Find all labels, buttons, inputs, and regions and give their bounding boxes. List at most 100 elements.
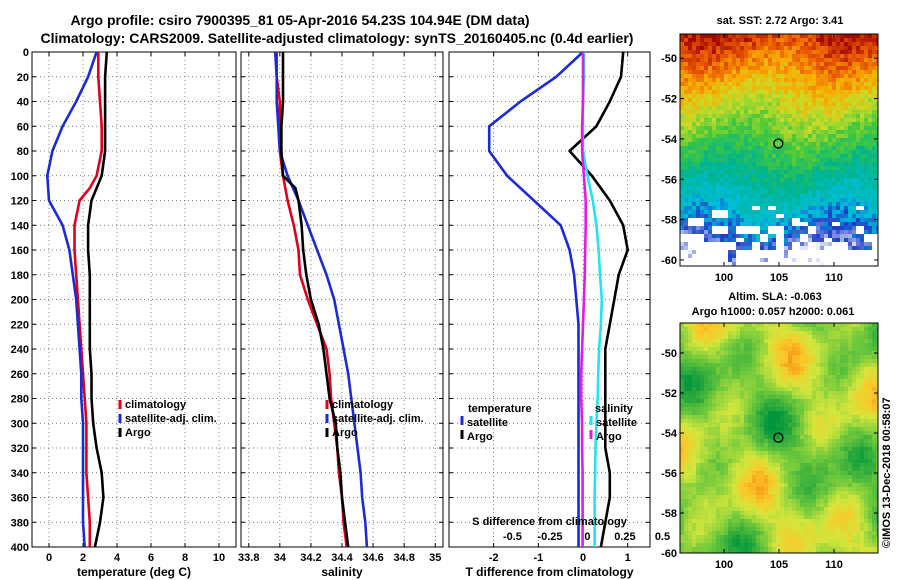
credit-text: ©IMOS 13-Dec-2018 00:58:07 xyxy=(881,397,893,548)
y-tick-label: 360 xyxy=(11,493,29,505)
sst-raster xyxy=(680,34,878,266)
legend-title-salinity: salinity xyxy=(595,403,634,415)
y-tick-label: 20 xyxy=(17,72,29,84)
series-line-argo xyxy=(280,52,350,548)
x-tick-label: 1 xyxy=(625,552,631,564)
x-tick-label: 34 xyxy=(274,552,287,564)
argo-location-marker xyxy=(773,138,784,149)
legend-label: Argo xyxy=(596,431,622,443)
map-y-tick-label: -54 xyxy=(661,428,678,440)
argo-location-marker xyxy=(773,432,784,443)
x-tick-label: 10 xyxy=(213,552,225,564)
sst-map-title: sat. SST: 2.72 Argo: 3.41 xyxy=(717,15,844,27)
x-tick-label: 0 xyxy=(580,552,586,564)
x-tick-label: 34.6 xyxy=(362,552,383,564)
map-x-tick-label: 100 xyxy=(715,272,733,284)
map-y-tick-label: -56 xyxy=(661,468,677,480)
y-tick-label: 80 xyxy=(17,146,29,158)
x-tick-label: 2 xyxy=(80,552,86,564)
secondary-tick-label: -0.5 xyxy=(503,531,522,543)
legend-label: climatology xyxy=(125,399,187,411)
legend-label: satellite-adj. clim. xyxy=(332,413,424,425)
y-tick-label: 320 xyxy=(11,443,29,455)
map-x-tick-label: 110 xyxy=(825,272,843,284)
x-axis-label: salinity xyxy=(321,565,363,579)
x-tick-label: 34.2 xyxy=(300,552,321,564)
sla-map-subtitle: Argo h1000: 0.057 h2000: 0.061 xyxy=(692,306,855,318)
x-tick-label: 34.4 xyxy=(331,552,353,564)
map-y-tick-label: -54 xyxy=(661,134,678,146)
legend-label: satellite-adj. clim. xyxy=(125,413,217,425)
y-tick-label: 260 xyxy=(11,369,29,381)
y-tick-label: 140 xyxy=(11,220,29,232)
map-x-tick-label: 110 xyxy=(825,559,843,571)
y-tick-label: 160 xyxy=(11,245,29,257)
secondary-tick-label: 0 xyxy=(584,531,590,543)
map-y-tick-label: -58 xyxy=(661,215,677,227)
series-line-climatology xyxy=(73,52,103,547)
secondary-tick-label: 0.25 xyxy=(614,531,635,543)
series-line-argo xyxy=(86,51,109,548)
map-y-tick-label: -58 xyxy=(661,508,677,520)
map-y-tick-label: -52 xyxy=(661,94,677,106)
sla-map-panel: Altim. SLA: -0.063 Argo h1000: 0.057 h200… xyxy=(661,291,893,571)
legend-label: Argo xyxy=(125,427,151,439)
x-tick-label: 33.8 xyxy=(238,552,259,564)
y-tick-label: 380 xyxy=(11,517,29,529)
y-tick-label: 220 xyxy=(11,319,29,331)
map-y-tick-label: -60 xyxy=(661,548,677,560)
y-tick-label: 0 xyxy=(23,47,29,59)
legend-label: Argo xyxy=(467,431,493,443)
y-tick-label: 300 xyxy=(11,418,29,430)
figure-title-line2: Climatology: CARS2009. Satellite-adjuste… xyxy=(41,30,634,46)
sla-map-title: Altim. SLA: -0.063 xyxy=(728,291,822,303)
y-tick-label: 200 xyxy=(11,295,29,307)
figure-title-line1: Argo profile: csiro 7900395_81 05-Apr-20… xyxy=(70,12,529,28)
x-tick-label: -1 xyxy=(533,552,543,564)
map-y-tick-label: -50 xyxy=(661,53,677,65)
secondary-tick-label: 0.5 xyxy=(655,531,670,543)
salinity-panel: 33.8 34 34.2 34.4 34.6 34.8 35 salinity climatol… xyxy=(238,51,444,579)
x-tick-label: 8 xyxy=(182,552,188,564)
y-tick-label: 60 xyxy=(17,121,29,133)
temperature-panel: 0204060801001201401601802002202402602803… xyxy=(11,47,237,579)
x-tick-label: 0 xyxy=(46,552,52,564)
map-y-tick-label: -60 xyxy=(661,255,677,267)
legend-label: satellite xyxy=(467,417,508,429)
y-tick-label: 240 xyxy=(11,344,29,356)
series-line-salinity-argo xyxy=(579,52,588,547)
x-tick-label: -2 xyxy=(489,552,499,564)
map-y-tick-label: -52 xyxy=(661,388,677,400)
y-tick-label: 280 xyxy=(11,394,29,406)
map-y-tick-label: -50 xyxy=(661,348,677,360)
sst-map-panel: sat. SST: 2.72 Argo: 3.41 -50 -52 -54 -56 -58… xyxy=(661,15,879,284)
map-x-tick-label: 105 xyxy=(770,559,788,571)
x-tick-label: 4 xyxy=(114,552,121,564)
x-tick-label: 35 xyxy=(429,552,441,564)
map-y-tick-label: -56 xyxy=(661,174,677,186)
series-line-satellite-adj-clim- xyxy=(273,51,369,548)
difference-panel: -2 -1 0 1T difference from climatology tempe… xyxy=(448,51,670,579)
map-x-tick-label: 100 xyxy=(715,559,733,571)
series-line-satellite-adj-clim- xyxy=(45,51,98,548)
sla-raster xyxy=(680,323,878,553)
x-tick-label: 34.8 xyxy=(393,552,414,564)
legend-label: satellite xyxy=(596,417,637,429)
secondary-axis-label: S difference from climatology xyxy=(472,516,628,528)
y-tick-label: 400 xyxy=(11,542,29,554)
map-x-tick-label: 105 xyxy=(770,272,788,284)
secondary-tick-label: -0.25 xyxy=(537,531,562,543)
series-line-temperature-argo xyxy=(568,51,630,548)
y-tick-label: 340 xyxy=(11,468,29,480)
y-tick-label: 100 xyxy=(11,171,29,183)
y-tick-label: 40 xyxy=(17,97,29,109)
legend-label: Argo xyxy=(332,427,358,439)
x-tick-label: 6 xyxy=(148,552,154,564)
series-line-temperature-satellite xyxy=(487,51,584,547)
legend-label: climatology xyxy=(332,399,394,411)
x-axis-label: T difference from climatology xyxy=(465,565,633,579)
y-tick-label: 120 xyxy=(11,196,29,208)
legend-title-temperature: temperature xyxy=(468,403,532,415)
y-tick-label: 180 xyxy=(11,270,29,282)
